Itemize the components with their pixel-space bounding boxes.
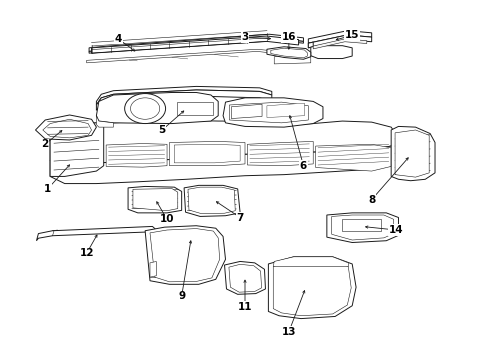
Text: 16: 16 — [282, 32, 296, 42]
Polygon shape — [106, 144, 167, 167]
Text: 6: 6 — [300, 161, 307, 171]
Text: 10: 10 — [160, 214, 174, 224]
Polygon shape — [247, 141, 313, 166]
Polygon shape — [87, 49, 289, 63]
Polygon shape — [308, 31, 372, 43]
Polygon shape — [150, 229, 220, 282]
Text: 2: 2 — [42, 139, 49, 149]
Polygon shape — [97, 86, 272, 105]
Polygon shape — [128, 186, 182, 213]
Polygon shape — [150, 261, 156, 277]
Polygon shape — [313, 39, 367, 49]
Text: 4: 4 — [115, 34, 122, 44]
Text: 15: 15 — [345, 30, 360, 40]
Polygon shape — [273, 260, 351, 316]
Polygon shape — [89, 34, 303, 51]
Polygon shape — [311, 46, 352, 59]
Polygon shape — [308, 35, 372, 48]
Polygon shape — [273, 257, 348, 266]
Polygon shape — [145, 226, 225, 284]
Polygon shape — [343, 219, 381, 231]
Polygon shape — [97, 93, 218, 123]
Text: 3: 3 — [242, 32, 248, 42]
Polygon shape — [50, 141, 396, 184]
Polygon shape — [395, 130, 429, 177]
Polygon shape — [92, 36, 298, 53]
Polygon shape — [229, 102, 308, 123]
Polygon shape — [391, 126, 435, 181]
Polygon shape — [332, 215, 393, 240]
Text: 9: 9 — [178, 291, 185, 301]
Text: 13: 13 — [282, 327, 296, 337]
Text: 7: 7 — [237, 212, 244, 222]
Polygon shape — [43, 119, 92, 138]
Polygon shape — [224, 261, 266, 294]
Polygon shape — [229, 264, 262, 292]
Polygon shape — [327, 213, 398, 243]
Polygon shape — [170, 141, 245, 166]
Polygon shape — [50, 120, 396, 163]
Polygon shape — [89, 38, 303, 53]
Polygon shape — [174, 144, 240, 163]
Polygon shape — [97, 90, 272, 111]
Polygon shape — [271, 48, 307, 58]
Text: 11: 11 — [238, 302, 252, 312]
Polygon shape — [36, 226, 157, 241]
Circle shape — [130, 98, 160, 119]
Polygon shape — [35, 115, 97, 140]
Polygon shape — [231, 104, 262, 118]
Polygon shape — [177, 102, 213, 115]
Text: 14: 14 — [389, 225, 403, 235]
Text: 8: 8 — [368, 195, 375, 204]
Polygon shape — [267, 103, 304, 117]
Polygon shape — [97, 116, 114, 127]
Circle shape — [124, 94, 166, 123]
Polygon shape — [308, 42, 313, 48]
Polygon shape — [184, 185, 240, 216]
Polygon shape — [267, 47, 311, 59]
Polygon shape — [188, 187, 235, 213]
Polygon shape — [50, 123, 104, 176]
Polygon shape — [316, 144, 391, 171]
Polygon shape — [133, 189, 178, 211]
Text: 5: 5 — [159, 125, 166, 135]
Polygon shape — [274, 56, 311, 64]
Text: 12: 12 — [79, 248, 94, 258]
Polygon shape — [269, 257, 356, 319]
Text: 1: 1 — [44, 184, 51, 194]
Polygon shape — [223, 98, 323, 127]
